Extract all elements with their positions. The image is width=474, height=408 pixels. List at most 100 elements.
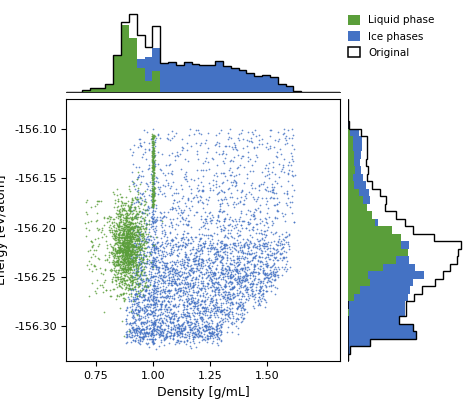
Point (124, 212, 132, 219)
Point (113, 293, 120, 299)
Point (283, 189, 291, 196)
Point (110, 252, 118, 259)
Point (124, 274, 132, 281)
Point (255, 270, 263, 276)
Point (219, 295, 227, 302)
Point (254, 279, 261, 285)
Point (214, 279, 221, 285)
Point (135, 230, 143, 236)
Point (148, 196, 156, 202)
Point (181, 290, 188, 297)
Point (117, 291, 125, 298)
Point (256, 287, 264, 294)
Point (128, 286, 136, 292)
Point (149, 308, 157, 315)
Point (138, 266, 146, 273)
Point (110, 204, 118, 210)
Point (129, 297, 137, 304)
Point (129, 269, 137, 275)
Point (149, 165, 156, 171)
Point (128, 257, 136, 264)
Point (135, 227, 142, 233)
Point (211, 142, 219, 149)
Point (139, 223, 147, 229)
Point (132, 231, 140, 237)
Point (128, 232, 136, 239)
Point (181, 207, 188, 213)
Point (201, 323, 209, 329)
Point (109, 189, 117, 195)
Point (127, 236, 134, 242)
Point (163, 293, 171, 300)
Point (119, 242, 127, 248)
Point (240, 311, 248, 317)
Point (126, 232, 134, 239)
Point (128, 229, 136, 235)
Point (259, 283, 266, 290)
Point (110, 231, 118, 237)
Point (194, 322, 202, 328)
Point (115, 248, 123, 255)
Point (119, 227, 127, 234)
Point (126, 244, 133, 250)
Point (181, 337, 188, 344)
Point (227, 286, 235, 293)
Point (139, 254, 147, 260)
Point (151, 166, 158, 173)
Point (240, 201, 248, 207)
Point (110, 286, 118, 293)
Point (237, 287, 244, 294)
Point (140, 252, 148, 259)
Point (239, 273, 246, 279)
Point (159, 214, 166, 220)
Point (184, 196, 192, 203)
Point (118, 257, 125, 264)
Point (218, 330, 225, 337)
Point (126, 225, 134, 231)
Point (129, 234, 137, 240)
Point (136, 136, 144, 143)
Point (149, 160, 157, 166)
Point (216, 309, 224, 316)
Point (120, 295, 128, 301)
Point (266, 126, 273, 133)
Point (193, 303, 201, 309)
Point (186, 338, 194, 345)
Point (149, 169, 156, 175)
Bar (348, 234, 381, 241)
Point (150, 204, 157, 211)
Point (191, 303, 199, 309)
Point (157, 235, 165, 242)
Point (125, 244, 132, 250)
Point (178, 235, 185, 241)
Point (127, 259, 135, 265)
Point (257, 284, 264, 290)
Point (228, 286, 236, 292)
Point (128, 226, 136, 232)
Point (137, 261, 144, 268)
Point (184, 295, 191, 302)
Point (141, 237, 149, 244)
Point (125, 245, 132, 251)
Point (253, 244, 260, 251)
Point (220, 169, 228, 176)
Point (115, 232, 122, 239)
Point (167, 330, 175, 337)
Point (151, 189, 158, 196)
Point (243, 258, 250, 265)
Point (170, 133, 178, 140)
Point (134, 269, 142, 276)
Point (230, 173, 237, 180)
Point (149, 192, 156, 199)
Point (232, 224, 240, 231)
Point (147, 311, 155, 318)
Point (212, 246, 220, 253)
Point (236, 283, 244, 289)
Point (155, 257, 162, 263)
Point (189, 303, 197, 310)
Point (236, 261, 243, 268)
Point (125, 226, 133, 232)
Point (159, 332, 166, 338)
Point (184, 303, 191, 310)
Point (173, 215, 181, 222)
